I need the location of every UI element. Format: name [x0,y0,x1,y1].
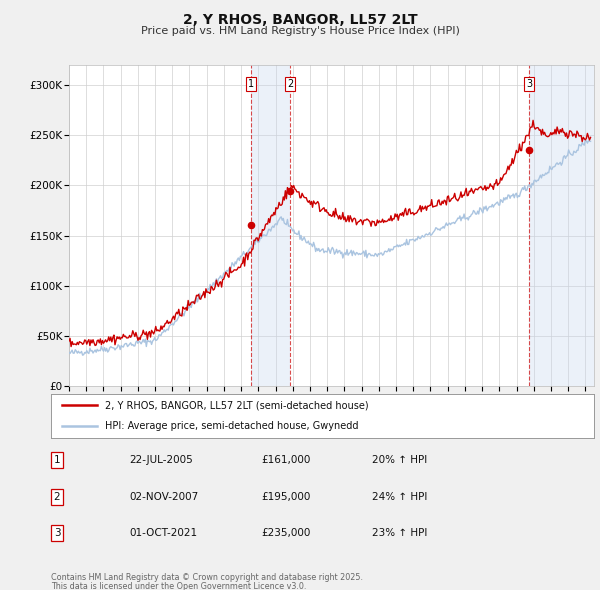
Bar [529,65,594,386]
Text: 1: 1 [53,455,61,465]
Text: 20% ↑ HPI: 20% ↑ HPI [372,455,427,465]
Point [285,186,295,195]
Bar [251,65,290,386]
Point [246,220,256,230]
Text: £161,000: £161,000 [261,455,310,465]
Text: 2: 2 [53,492,61,502]
Text: 2: 2 [287,80,293,89]
Text: 3: 3 [53,529,61,538]
Text: 2, Y RHOS, BANGOR, LL57 2LT: 2, Y RHOS, BANGOR, LL57 2LT [182,13,418,27]
Text: £195,000: £195,000 [261,492,310,502]
Text: 24% ↑ HPI: 24% ↑ HPI [372,492,427,502]
Text: 2, Y RHOS, BANGOR, LL57 2LT (semi-detached house): 2, Y RHOS, BANGOR, LL57 2LT (semi-detach… [106,401,369,411]
Text: 1: 1 [248,80,254,89]
Text: This data is licensed under the Open Government Licence v3.0.: This data is licensed under the Open Gov… [51,582,307,590]
Text: 3: 3 [526,80,533,89]
Text: 01-OCT-2021: 01-OCT-2021 [129,529,197,538]
Text: 22-JUL-2005: 22-JUL-2005 [129,455,193,465]
Text: HPI: Average price, semi-detached house, Gwynedd: HPI: Average price, semi-detached house,… [106,421,359,431]
Text: Price paid vs. HM Land Registry's House Price Index (HPI): Price paid vs. HM Land Registry's House … [140,26,460,35]
Text: 23% ↑ HPI: 23% ↑ HPI [372,529,427,538]
Text: 02-NOV-2007: 02-NOV-2007 [129,492,198,502]
Point [524,146,534,155]
Text: £235,000: £235,000 [261,529,310,538]
Text: Contains HM Land Registry data © Crown copyright and database right 2025.: Contains HM Land Registry data © Crown c… [51,573,363,582]
